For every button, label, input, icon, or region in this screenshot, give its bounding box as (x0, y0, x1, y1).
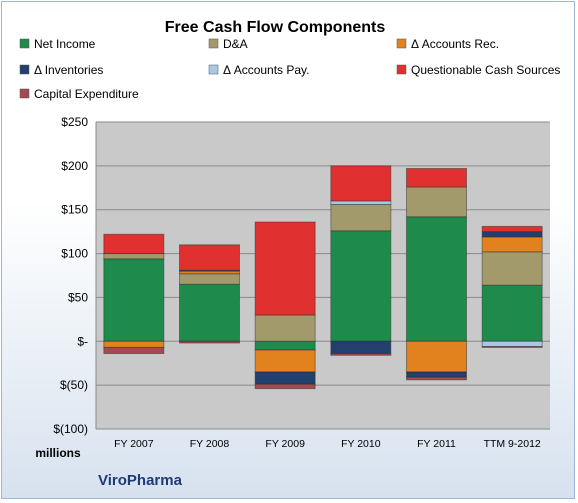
y-tick-label: $- (77, 334, 88, 348)
x-tick-label: FY 2009 (265, 438, 305, 450)
legend-label-0: Net Income (34, 37, 96, 51)
plot-background (96, 122, 550, 429)
legend-swatch-0 (19, 38, 30, 49)
y-tick-label: $100 (61, 247, 88, 261)
x-tick-label: TTM 9-2012 (484, 438, 541, 450)
legend-label-2: Δ Accounts Rec. (411, 37, 499, 51)
bar-segment (254, 371, 316, 385)
legend-swatch-2 (396, 38, 407, 49)
bar-segment (481, 346, 543, 348)
y-tick-label: $200 (61, 159, 88, 173)
legend-swatch-1 (208, 38, 219, 49)
legend-label-3: Δ Inventories (34, 63, 103, 77)
bar-segment (179, 283, 240, 342)
bar-segment (330, 353, 392, 356)
bar-segment (406, 340, 467, 373)
legend-label-5: Questionable Cash Sources (411, 63, 560, 77)
bar-segment (330, 203, 392, 232)
bar-segment (103, 346, 165, 355)
legend-swatch-4 (208, 64, 219, 75)
bar-segment (481, 236, 543, 253)
plot-area: $250 $200 $150 $100 $50 $- $(50) $(100) FY 2007 F… (53, 115, 550, 450)
x-tick-label: FY 2011 (417, 438, 456, 450)
bar-segment (481, 231, 543, 238)
bar-segment (254, 314, 316, 342)
bar-segment (103, 340, 165, 348)
legend-label-6: Capital Expenditure (34, 87, 139, 101)
bar-segment (254, 340, 316, 351)
bar-segment (103, 233, 165, 255)
bar-segment (406, 167, 467, 188)
chart-title: Free Cash Flow Components (165, 19, 386, 36)
x-tick-label: FY 2007 (114, 438, 154, 450)
bar-segment (254, 349, 316, 373)
bar-segment (481, 225, 543, 233)
legend-label-4: Δ Accounts Pay. (223, 63, 310, 77)
bar-segment (330, 340, 392, 355)
bar-segment (330, 230, 392, 342)
y-tick-label: $50 (68, 290, 88, 304)
bar-segment (254, 221, 316, 316)
legend-swatch-6 (19, 88, 30, 99)
unit-label: millions (35, 446, 81, 460)
bar-segment (179, 340, 240, 344)
y-tick-label: $(50) (60, 378, 88, 392)
y-tick-label: $250 (61, 115, 88, 129)
bar-segment (103, 253, 165, 260)
x-tick-label: FY 2010 (341, 438, 381, 450)
bar-segment (254, 383, 316, 390)
bar-segment (406, 216, 467, 342)
legend-label-1: D&A (223, 37, 248, 51)
bar-segment (406, 376, 467, 381)
bar-segment (330, 200, 392, 205)
legend-swatch-5 (396, 64, 407, 75)
legend-swatch-3 (19, 64, 30, 75)
bar-segment (481, 340, 543, 348)
y-tick-label: $150 (61, 203, 88, 217)
bar-segment (481, 284, 543, 342)
bar-segment (481, 251, 543, 286)
company-name: ViroPharma (98, 472, 182, 489)
bar-segment (179, 244, 240, 271)
bar-segment (406, 186, 467, 218)
legend: Net Income D&A Δ Accounts Rec. Δ Inventorie… (19, 37, 560, 101)
x-tick-label: FY 2008 (190, 438, 230, 450)
bar-segment (330, 165, 392, 202)
y-tick-label: $(100) (53, 422, 88, 436)
bar-segment (406, 371, 467, 378)
bar-segment (103, 258, 165, 342)
bar-segment (179, 273, 240, 285)
